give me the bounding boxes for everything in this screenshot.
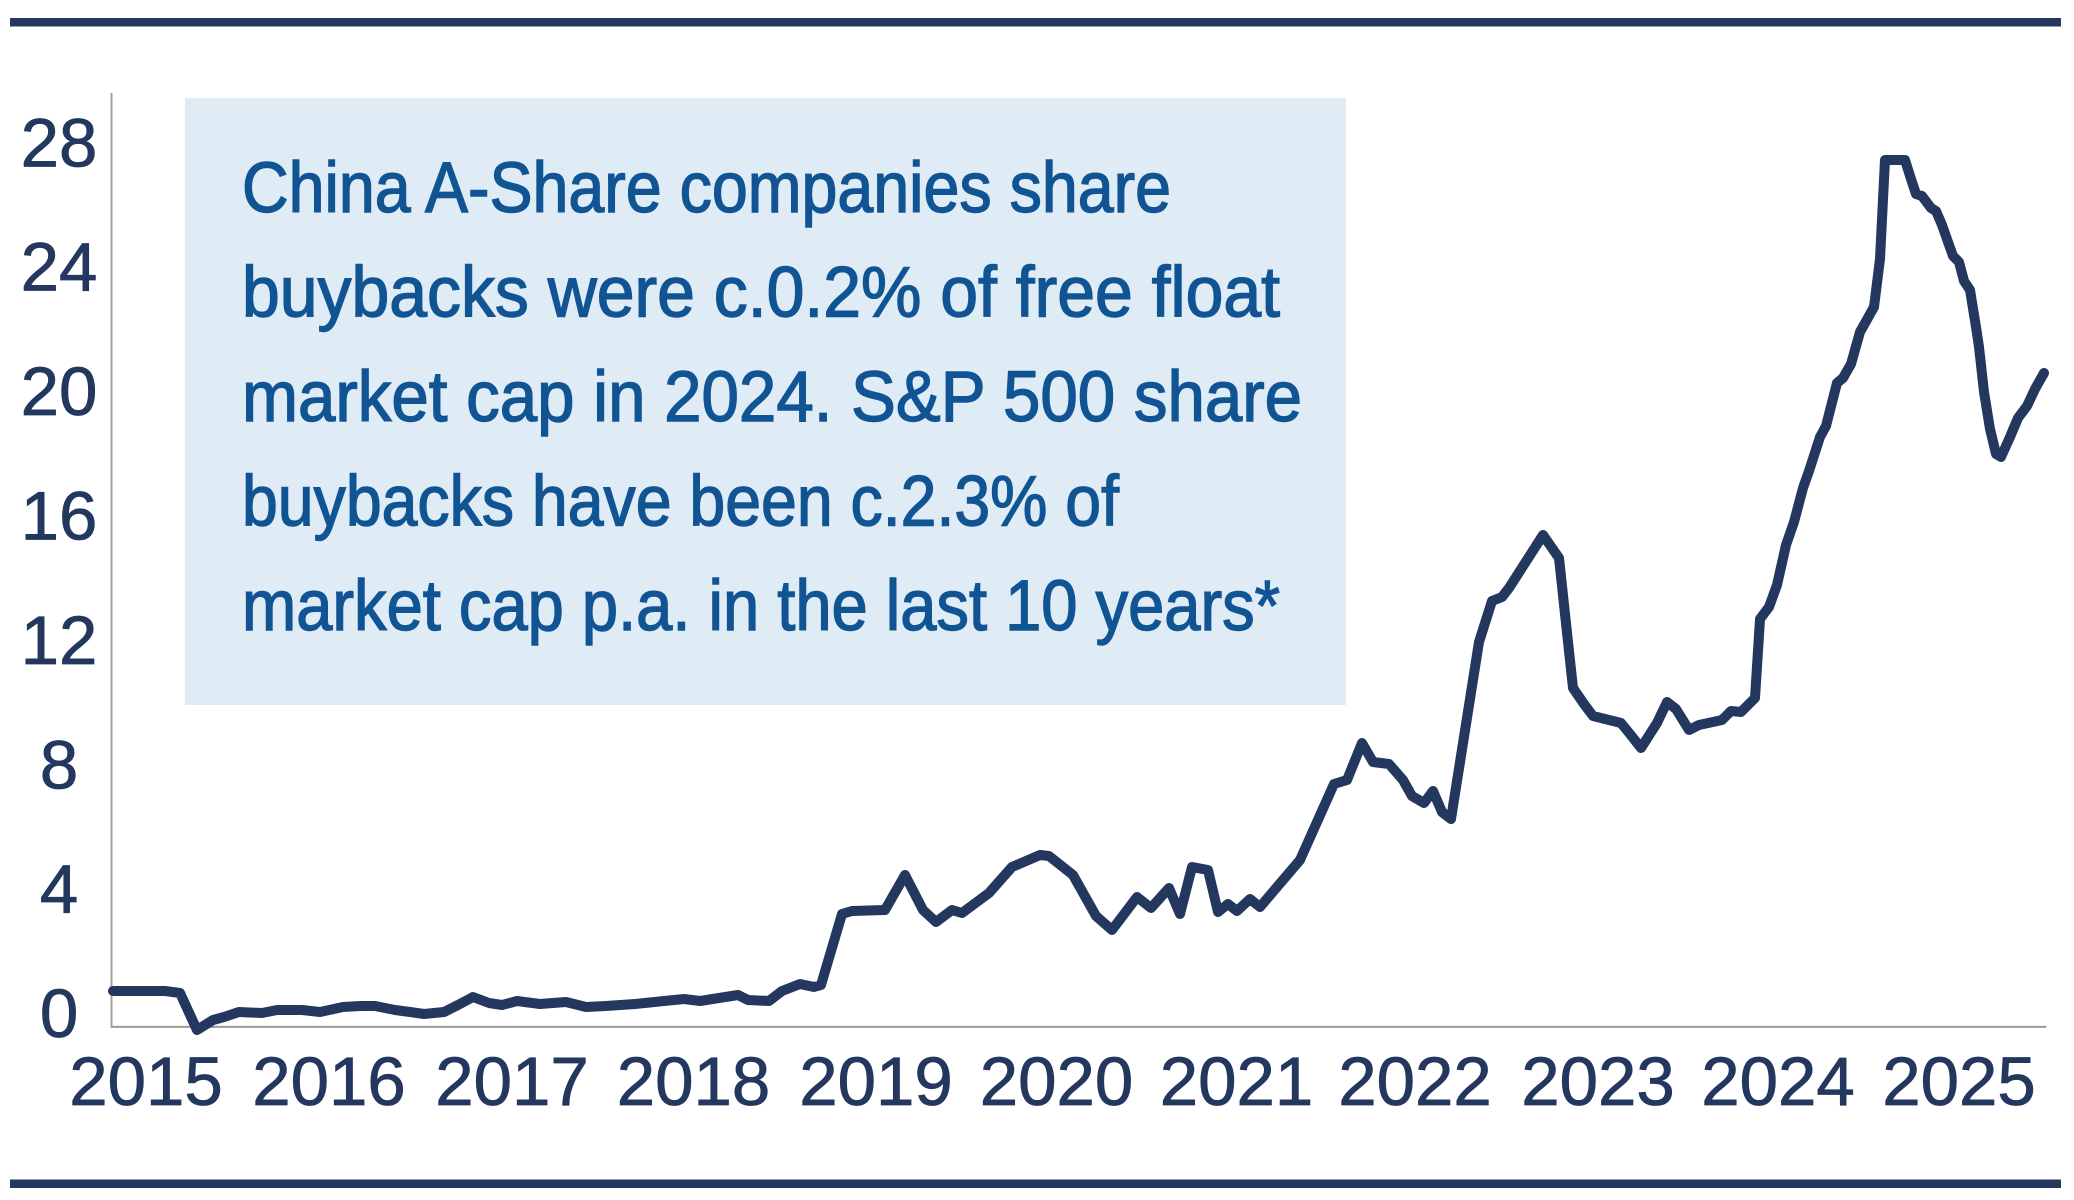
svg-text:market cap in 2024. S&P 500 sh: market cap in 2024. S&P 500 share [242,358,1302,437]
svg-text:16: 16 [21,478,98,555]
svg-text:China A-Share companies share: China A-Share companies share [242,149,1171,228]
svg-text:2024: 2024 [1701,1043,1855,1120]
svg-text:8: 8 [40,726,78,803]
svg-text:buybacks were c.0.2% of free f: buybacks were c.0.2% of free float [242,254,1280,333]
svg-text:24: 24 [21,229,98,306]
svg-text:12: 12 [21,602,98,679]
svg-text:2017: 2017 [435,1043,589,1120]
svg-text:2021: 2021 [1160,1043,1314,1120]
svg-text:2018: 2018 [617,1043,771,1120]
svg-text:0: 0 [40,975,78,1052]
svg-text:buybacks have been c.2.3% of: buybacks have been c.2.3% of [242,463,1119,542]
svg-text:2020: 2020 [980,1043,1134,1120]
svg-text:2015: 2015 [69,1043,223,1120]
svg-text:4: 4 [40,851,78,928]
svg-text:2025: 2025 [1882,1043,2036,1120]
svg-text:28: 28 [21,104,98,181]
svg-text:2019: 2019 [799,1043,953,1120]
svg-text:market cap p.a. in the last 10: market cap p.a. in the last 10 years* [242,567,1280,646]
svg-text:2022: 2022 [1338,1043,1492,1120]
svg-text:20: 20 [21,353,98,430]
svg-text:2016: 2016 [252,1043,406,1120]
svg-text:2023: 2023 [1521,1043,1675,1120]
